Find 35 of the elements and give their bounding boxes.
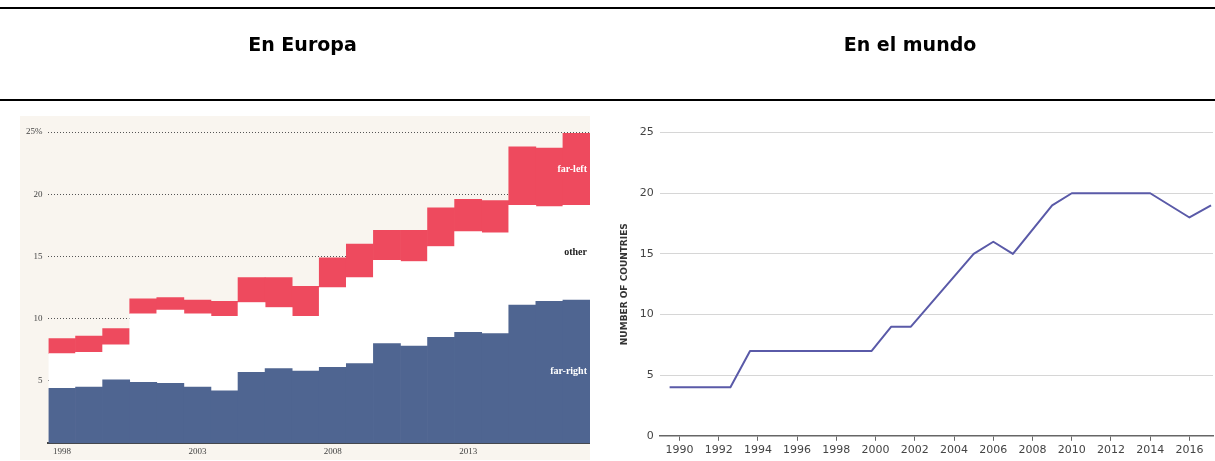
x-tick-label: 2000 — [861, 443, 890, 457]
x-tick-label: 2012 — [1096, 443, 1125, 457]
y-tick-label: 10 — [33, 313, 43, 324]
series-label: far-right — [550, 365, 588, 377]
x-tick-label: 1994 — [743, 443, 772, 457]
y-tick-label: 0 — [646, 428, 654, 442]
x-tick-label: 2004 — [940, 443, 969, 457]
series-label: other — [564, 246, 588, 258]
x-tick-label: 2008 — [323, 445, 343, 456]
x-tick-label: 2006 — [979, 443, 1008, 457]
x-tick-label: 2002 — [900, 443, 929, 457]
x-tick-label: 1992 — [704, 443, 733, 457]
chart-title: En el mundo — [842, 33, 978, 55]
y-tick-label: 15 — [33, 250, 43, 261]
x-tick-label: 2016 — [1175, 443, 1204, 457]
y-tick-label: 20 — [639, 186, 654, 200]
x-tick-label: 2003 — [188, 445, 207, 456]
chart-title: En Europa — [247, 33, 358, 55]
y-tick-label: 5 — [38, 375, 43, 386]
series-label: far-left — [557, 162, 588, 174]
y-tick-label: 20 — [33, 188, 43, 199]
x-tick-label: 1990 — [665, 443, 694, 457]
y-axis-title: NUMBER OF COUNTRIES — [618, 223, 629, 346]
x-tick-label: 1996 — [783, 443, 812, 457]
y-tick-label: 25 — [639, 125, 654, 139]
x-tick-label: 2008 — [1018, 443, 1047, 457]
x-tick-label: 1998 — [822, 443, 851, 457]
y-tick-label: 10 — [639, 307, 654, 321]
x-tick-label: 2010 — [1057, 443, 1086, 457]
x-tick-label: 2013 — [459, 445, 478, 456]
x-tick-label: 2014 — [1136, 443, 1165, 457]
y-tick-label: 5 — [646, 368, 654, 382]
y-tick-label: 15 — [639, 246, 654, 260]
y-tick-label: 25% — [26, 126, 43, 137]
x-tick-label: 1998 — [53, 445, 72, 456]
